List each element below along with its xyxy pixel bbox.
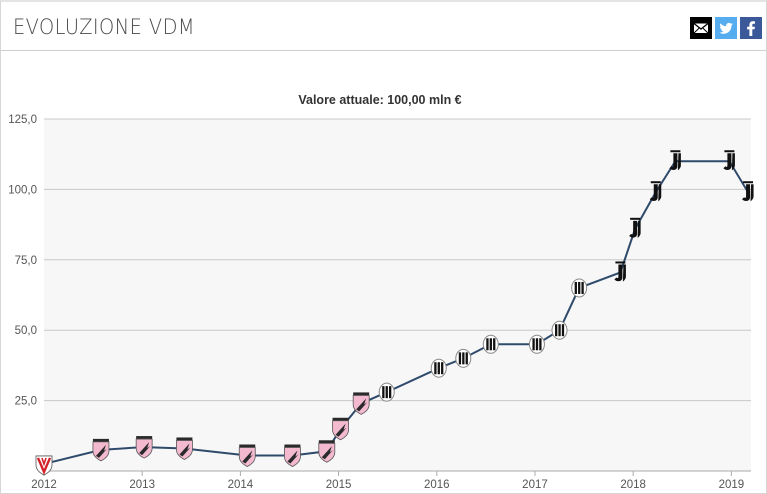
x-tick-label: 2012 xyxy=(31,479,57,491)
juventus-new-crest-icon xyxy=(742,181,754,202)
x-tick-label: 2016 xyxy=(424,479,450,491)
mail-share-button[interactable] xyxy=(690,17,712,39)
plot-area xyxy=(44,119,751,471)
y-tick-label: 25,0 xyxy=(15,396,37,408)
palermo-crest-icon xyxy=(238,444,256,467)
juventus-new-crest-icon xyxy=(649,181,662,202)
palermo-crest-icon xyxy=(135,436,153,459)
x-tick-label: 2014 xyxy=(228,479,254,491)
series-line xyxy=(43,160,749,465)
x-tick-label: 2015 xyxy=(326,479,352,491)
y-tick-label: 125,0 xyxy=(8,114,37,126)
y-tick-label: 100,0 xyxy=(8,184,37,196)
palermo-crest-icon xyxy=(284,444,301,467)
x-tick-label: 2017 xyxy=(522,479,548,491)
juventus-new-crest-icon xyxy=(629,217,641,238)
panel-title: EVOLUZIONE VDM xyxy=(13,15,196,39)
panel-header: EVOLUZIONE VDM xyxy=(1,2,766,51)
x-tick-label: 2013 xyxy=(129,479,155,491)
mail-icon xyxy=(690,17,712,39)
juventus-old-crest-icon xyxy=(551,320,568,340)
palermo-crest-icon xyxy=(318,440,336,463)
x-tick-label: 2018 xyxy=(620,479,646,491)
twitter-share-button[interactable] xyxy=(715,17,737,39)
juventus-old-crest-icon xyxy=(482,334,499,354)
palermo-crest-icon xyxy=(92,438,110,462)
palermo-crest-icon xyxy=(176,437,193,460)
palermo-crest-icon xyxy=(332,417,349,441)
y-tick-label: 50,0 xyxy=(15,325,37,337)
juventus-old-crest-icon xyxy=(455,348,472,368)
juventus-old-crest-icon xyxy=(430,358,447,378)
facebook-icon xyxy=(740,17,762,39)
juventus-old-crest-icon xyxy=(378,382,395,402)
vicenza-crest-icon xyxy=(35,455,53,476)
palermo-crest-icon xyxy=(352,392,370,415)
juventus-old-crest-icon xyxy=(528,334,545,354)
juventus-new-crest-icon xyxy=(723,150,735,171)
juventus-new-crest-icon xyxy=(669,150,681,171)
juventus-new-crest-icon xyxy=(614,261,626,282)
juventus-old-crest-icon xyxy=(571,278,588,298)
facebook-share-button[interactable] xyxy=(740,17,762,39)
x-tick-label: 2019 xyxy=(719,479,745,491)
y-tick-label: 75,0 xyxy=(15,255,37,267)
chart-title: Valore attuale: 100,00 mln € xyxy=(298,93,461,107)
twitter-icon xyxy=(715,17,737,39)
